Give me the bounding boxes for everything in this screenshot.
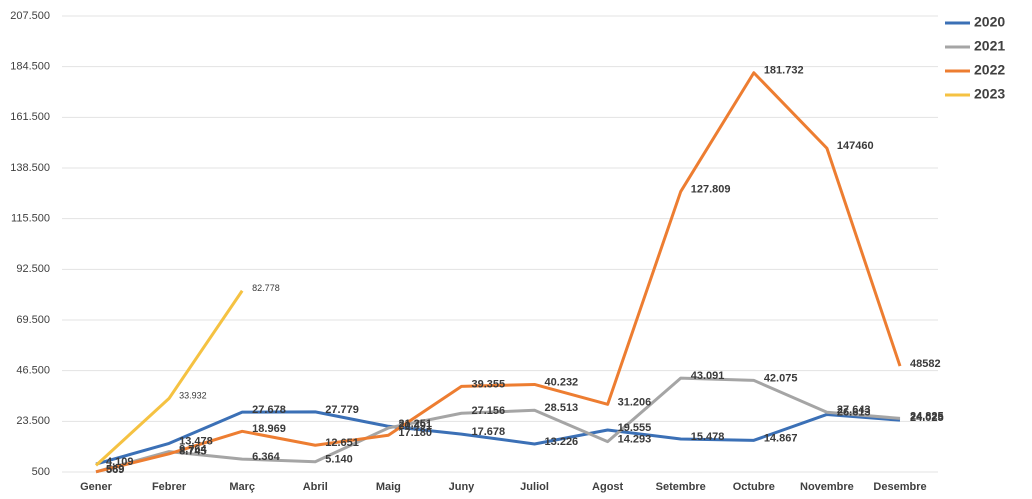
x-tick-label: Gener (80, 481, 113, 493)
value-label: 5.140 (325, 454, 353, 466)
legend-label: 2020 (974, 14, 1005, 30)
value-label: 8.745 (179, 446, 207, 458)
legend-label: 2022 (974, 62, 1005, 78)
y-tick-label: 69.500 (16, 314, 50, 326)
series-line (95, 71, 902, 474)
value-label: 15.478 (691, 431, 725, 443)
y-tick-label: 161.500 (10, 111, 50, 123)
y-tick-label: 500 (32, 466, 50, 478)
x-tick-label: Setembre (656, 481, 706, 493)
value-label: 40.232 (545, 376, 579, 388)
value-label: 28.513 (545, 402, 579, 414)
value-label: 24.025 (910, 412, 944, 424)
value-label: 569 (106, 464, 124, 476)
value-label: 13.226 (545, 436, 579, 448)
value-label: 14.867 (764, 432, 798, 444)
y-tick-label: 92.500 (16, 263, 50, 275)
value-label: 43.091 (691, 370, 725, 382)
x-tick-label: Març (229, 481, 255, 493)
value-label: 27.779 (325, 404, 359, 416)
x-tick-label: Febrer (152, 481, 187, 493)
legend-label: 2021 (974, 38, 1005, 54)
value-label: 20.491 (398, 420, 432, 432)
value-label: 13.478 (179, 435, 213, 447)
value-label: 18.969 (252, 423, 286, 435)
value-label: 31.206 (618, 396, 652, 408)
x-tick-label: Abril (303, 481, 328, 493)
value-label: 24.825 (910, 410, 944, 422)
value-label: 14.293 (618, 434, 652, 446)
y-tick-label: 138.500 (10, 162, 50, 174)
value-label: 21.251 (398, 418, 432, 430)
y-tick-label: 184.500 (10, 61, 50, 73)
x-tick-label: Octubre (733, 481, 775, 493)
value-label: 4.109 (106, 456, 134, 468)
value-label: 12.651 (325, 437, 359, 449)
x-tick-label: Novembre (800, 481, 854, 493)
x-tick-label: Maig (376, 481, 401, 493)
value-label: 27.678 (252, 404, 286, 416)
series-line (94, 289, 244, 467)
value-label: 33.932 (179, 391, 207, 401)
value-label: 19.555 (618, 422, 652, 434)
value-label: 26.613 (837, 406, 871, 418)
value-label: 82.778 (252, 283, 280, 293)
value-label: 48582 (910, 358, 941, 370)
y-tick-label: 46.500 (16, 365, 50, 377)
x-tick-label: Juliol (520, 481, 549, 493)
value-label: 127.809 (691, 183, 731, 195)
x-tick-label: Juny (449, 481, 476, 493)
value-label: 147460 (837, 140, 874, 152)
value-label: 6.364 (252, 451, 280, 463)
value-label: 181.732 (764, 65, 804, 77)
y-tick-label: 207.500 (10, 10, 50, 22)
value-label: 27.156 (471, 405, 505, 417)
x-tick-label: Agost (592, 481, 624, 493)
value-label: 42.075 (764, 372, 798, 384)
value-label: 9.764 (179, 443, 207, 455)
series-line (95, 376, 901, 474)
y-tick-label: 115.500 (11, 213, 50, 225)
value-label: 589 (106, 464, 124, 476)
value-label: 17.180 (398, 427, 432, 439)
value-label: 17.678 (471, 426, 505, 438)
value-label: 39.355 (471, 378, 505, 390)
series-line (95, 410, 901, 466)
y-tick-label: 23.500 (16, 415, 50, 427)
x-tick-label: Desembre (873, 481, 926, 493)
value-label: 27.643 (837, 404, 871, 416)
legend-label: 2023 (974, 86, 1005, 102)
